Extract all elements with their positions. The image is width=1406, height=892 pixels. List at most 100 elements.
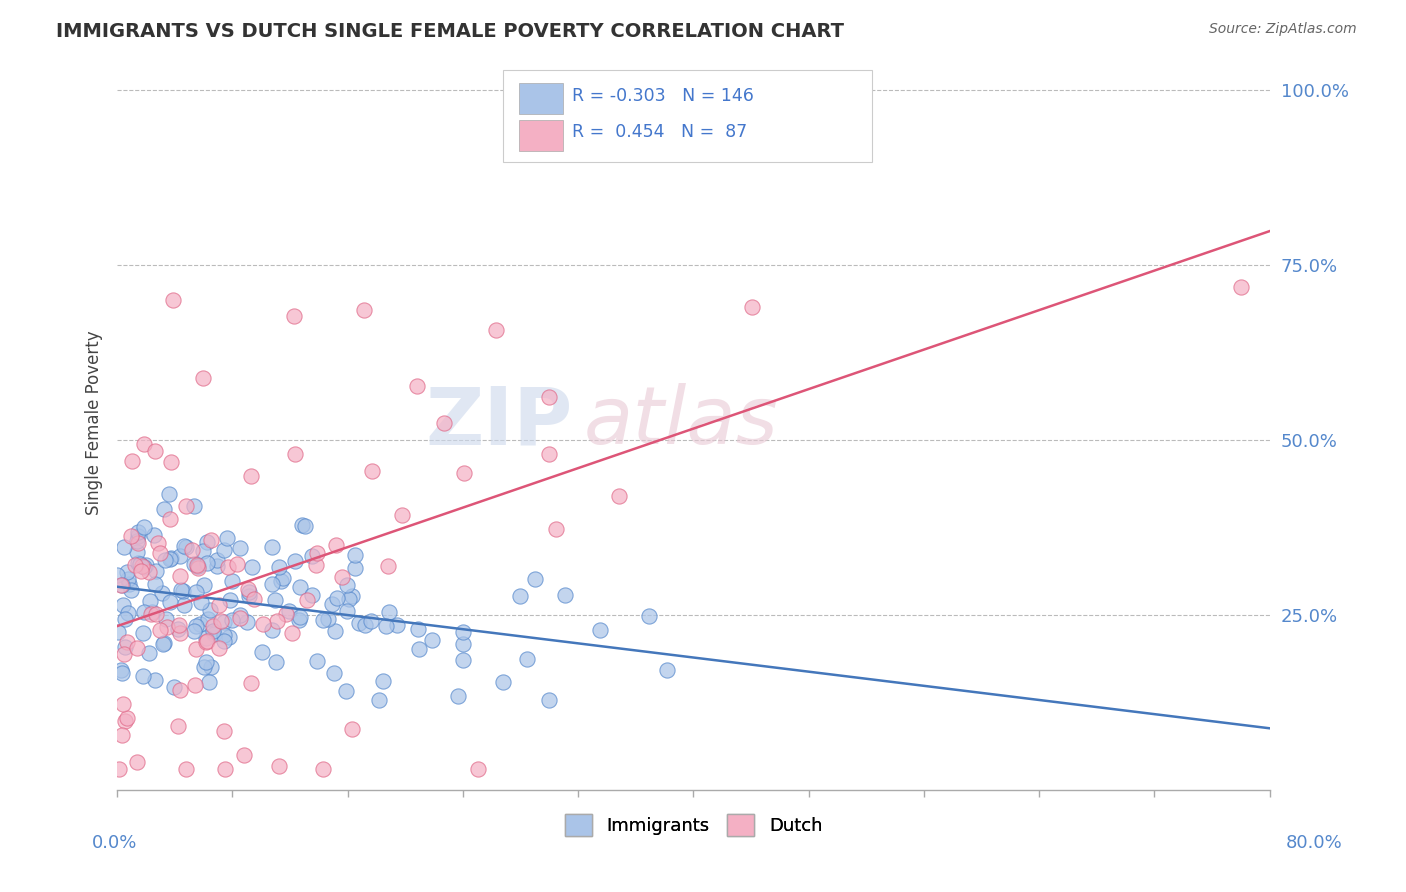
Point (305, 558, 328, 572)
Point (183, 624, 205, 639)
Point (408, 641, 430, 656)
Point (295, 592, 318, 607)
Point (121, 454, 143, 468)
Point (326, 591, 349, 605)
Point (420, 632, 443, 647)
Point (157, 487, 180, 501)
Point (339, 591, 361, 606)
Point (340, 589, 363, 603)
Point (127, 524, 149, 539)
Point (166, 719, 188, 733)
Point (115, 565, 138, 579)
Point (129, 564, 152, 578)
Point (354, 617, 377, 632)
Point (169, 683, 191, 698)
Point (492, 675, 515, 690)
Point (589, 623, 612, 637)
Point (125, 640, 148, 655)
Point (207, 559, 229, 574)
Point (467, 762, 489, 776)
Text: atlas: atlas (583, 384, 779, 461)
Point (453, 637, 475, 651)
Point (323, 624, 346, 638)
Point (187, 561, 209, 575)
Point (146, 535, 169, 549)
Point (554, 588, 576, 602)
Point (170, 582, 193, 597)
Point (368, 693, 391, 707)
Point (207, 598, 229, 612)
Point (312, 613, 335, 627)
Point (150, 586, 173, 600)
Point (371, 673, 394, 688)
Point (127, 545, 149, 559)
Point (139, 593, 162, 607)
Point (145, 607, 167, 621)
Point (143, 577, 166, 591)
Point (202, 624, 225, 638)
Point (145, 564, 167, 578)
Point (391, 508, 413, 522)
Point (281, 626, 304, 640)
Point (149, 624, 172, 638)
Point (125, 533, 148, 548)
Point (152, 502, 174, 516)
Point (153, 553, 176, 567)
Point (202, 627, 225, 641)
Text: 80.0%: 80.0% (1286, 834, 1343, 852)
Point (290, 580, 312, 594)
Point (406, 622, 429, 636)
Point (169, 626, 191, 640)
Point (142, 528, 165, 542)
Point (243, 592, 266, 607)
Point (655, 663, 678, 677)
Point (233, 747, 256, 762)
Point (217, 559, 239, 574)
Point (159, 595, 181, 609)
Point (143, 673, 166, 687)
Point (509, 589, 531, 603)
Point (262, 577, 284, 591)
Point (162, 293, 184, 307)
Point (447, 689, 470, 703)
Point (323, 666, 346, 681)
Point (406, 379, 429, 393)
Point (186, 619, 208, 633)
Point (141, 607, 163, 622)
Point (214, 762, 236, 776)
Point (301, 549, 323, 563)
Point (117, 572, 139, 586)
Point (638, 608, 661, 623)
Point (132, 626, 155, 640)
Point (221, 574, 243, 588)
Point (132, 520, 155, 534)
Legend: Immigrants, Dutch: Immigrants, Dutch (557, 806, 830, 843)
Point (193, 577, 215, 591)
Point (260, 540, 283, 554)
Point (111, 697, 134, 711)
Point (262, 623, 284, 637)
Point (283, 309, 305, 323)
Text: R = -0.303   N = 146: R = -0.303 N = 146 (572, 87, 754, 104)
Point (290, 610, 312, 624)
Point (274, 607, 297, 621)
Point (195, 635, 218, 649)
Point (138, 566, 160, 580)
Point (193, 660, 215, 674)
Point (183, 500, 205, 514)
Point (110, 663, 132, 677)
Point (336, 604, 359, 618)
FancyBboxPatch shape (519, 83, 564, 114)
Point (169, 569, 191, 583)
Point (114, 640, 136, 654)
Point (114, 612, 136, 626)
Point (284, 447, 307, 461)
Point (186, 559, 208, 574)
Point (239, 675, 262, 690)
Point (225, 558, 247, 572)
Point (524, 572, 547, 586)
Point (200, 660, 222, 674)
Point (174, 541, 197, 555)
Point (201, 619, 224, 633)
Point (453, 467, 475, 481)
